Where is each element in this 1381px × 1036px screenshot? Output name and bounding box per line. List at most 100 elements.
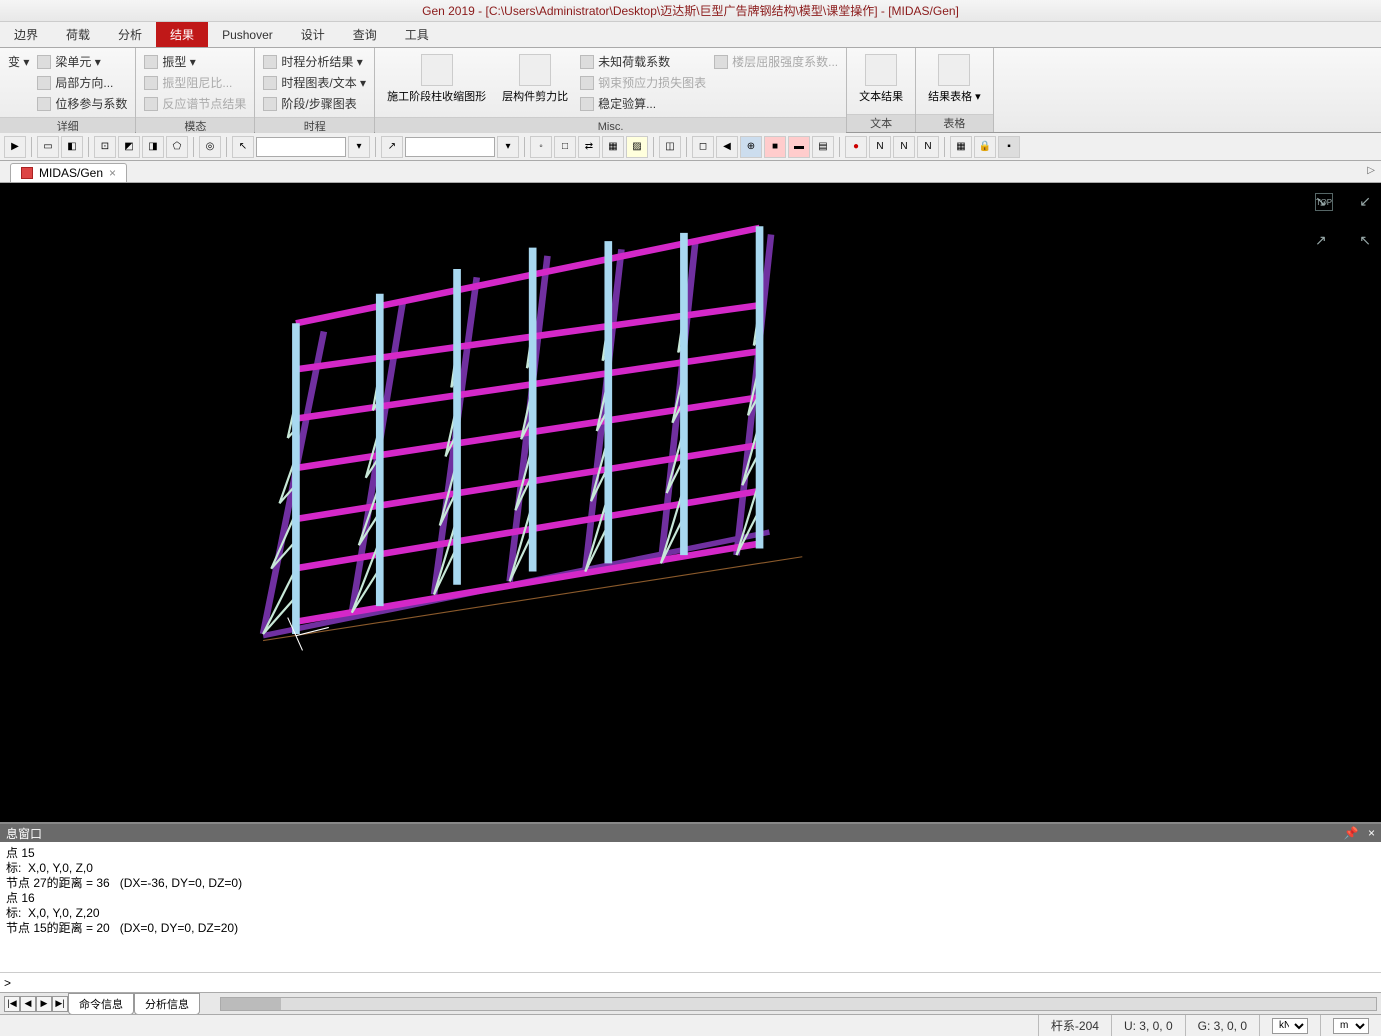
snap4-icon[interactable]: ▦ bbox=[602, 136, 624, 158]
window-title: Gen 2019 - [C:\Users\Administrator\Deskt… bbox=[422, 2, 959, 19]
ribbon-梁单元 ▾[interactable]: 梁单元 ▾ bbox=[35, 52, 129, 71]
message-line: 标: X,0, Y,0, Z,0 bbox=[6, 861, 1375, 876]
bottom-tab-命令信息[interactable]: 命令信息 bbox=[68, 993, 134, 1015]
viewcube-se-icon[interactable]: ↖ bbox=[1359, 232, 1371, 249]
tool-drop1-icon[interactable]: ▾ bbox=[348, 136, 370, 158]
ribbon-位移参与系数[interactable]: 位移参与系数 bbox=[35, 94, 129, 113]
command-prompt: > bbox=[4, 976, 11, 990]
ribbon-文本结果[interactable]: 文本结果 bbox=[853, 52, 909, 106]
menu-Pushover[interactable]: Pushover bbox=[208, 22, 287, 47]
viewcube-sw-icon[interactable]: ↗ bbox=[1315, 232, 1327, 249]
view1-icon[interactable]: ◻ bbox=[692, 136, 714, 158]
tool-pick2-icon[interactable]: ↗ bbox=[381, 136, 403, 158]
message-line: 节点 15的距离 = 20 (DX=0, DY=0, DZ=20) bbox=[6, 921, 1375, 936]
tool-poly-icon[interactable]: ⬠ bbox=[166, 136, 188, 158]
axis-n3-icon[interactable]: N bbox=[917, 136, 939, 158]
title-bar: Gen 2019 - [C:\Users\Administrator\Deskt… bbox=[0, 0, 1381, 22]
ribbon-振型阻尼比...: 振型阻尼比... bbox=[142, 73, 248, 92]
snap2-icon[interactable]: □ bbox=[554, 136, 576, 158]
tool-arrow-icon[interactable]: ▶ bbox=[4, 136, 26, 158]
ribbon-结果表格 ▾[interactable]: 结果表格 ▾ bbox=[922, 52, 987, 106]
tab-close-icon[interactable]: × bbox=[109, 166, 116, 180]
menu-荷载[interactable]: 荷载 bbox=[52, 22, 104, 47]
status-bar: 杆系-204 U: 3, 0, 0 G: 3, 0, 0 kN m bbox=[0, 1014, 1381, 1036]
menu-工具[interactable]: 工具 bbox=[391, 22, 443, 47]
message-line: 节点 27的距离 = 36 (DX=-36, DY=0, DZ=0) bbox=[6, 876, 1375, 891]
bottom-tab-分析信息[interactable]: 分析信息 bbox=[134, 993, 200, 1015]
menu-bar: 边界荷载分析结果Pushover设计查询工具 bbox=[0, 22, 1381, 48]
tool-box-icon[interactable]: ◧ bbox=[61, 136, 83, 158]
ribbon-楼层屈服强度系数...: 楼层屈服强度系数... bbox=[712, 52, 840, 71]
view3-icon[interactable]: ⊕ bbox=[740, 136, 762, 158]
msg-close-icon[interactable]: × bbox=[1368, 826, 1375, 840]
btab-next-icon[interactable]: ▶ bbox=[36, 996, 52, 1012]
message-line: 点 15 bbox=[6, 846, 1375, 861]
snap3-icon[interactable]: ⇄ bbox=[578, 136, 600, 158]
lock2-icon[interactable]: 🔒 bbox=[974, 136, 996, 158]
ribbon-施工阶段柱收缩图形[interactable]: 施工阶段柱收缩图形 bbox=[381, 52, 492, 106]
tab-label: MIDAS/Gen bbox=[39, 166, 103, 180]
lock3-icon[interactable]: ▪ bbox=[998, 136, 1020, 158]
snap6-icon[interactable]: ◫ bbox=[659, 136, 681, 158]
model-viewport[interactable]: ↘ ↙ ↗ ↖ TOP bbox=[0, 183, 1381, 822]
tool-pick-icon[interactable]: ↖ bbox=[232, 136, 254, 158]
tool-drop2-icon[interactable]: ▾ bbox=[497, 136, 519, 158]
ribbon-稳定验算...[interactable]: 稳定验算... bbox=[578, 94, 708, 113]
axis-n1-icon[interactable]: N bbox=[869, 136, 891, 158]
ribbon-层构件剪力比[interactable]: 层构件剪力比 bbox=[496, 52, 574, 106]
menu-查询[interactable]: 查询 bbox=[339, 22, 391, 47]
tool-circle-icon[interactable]: ◎ bbox=[199, 136, 221, 158]
menu-结果[interactable]: 结果 bbox=[156, 22, 208, 47]
menu-设计[interactable]: 设计 bbox=[287, 22, 339, 47]
coord-input-2[interactable] bbox=[405, 137, 495, 157]
tool-node-icon[interactable]: ⊡ bbox=[94, 136, 116, 158]
viewcube-nw-icon[interactable]: ↘ bbox=[1315, 193, 1327, 210]
horizontal-scrollbar[interactable] bbox=[220, 997, 1377, 1011]
ribbon-钢束预应力损失图表: 钢束预应力损失图表 bbox=[578, 73, 708, 92]
unit-length-select[interactable]: m bbox=[1333, 1018, 1369, 1034]
menu-分析[interactable]: 分析 bbox=[104, 22, 156, 47]
ribbon-时程分析结果 ▾[interactable]: 时程分析结果 ▾ bbox=[261, 52, 368, 71]
ribbon-局部方向...[interactable]: 局部方向... bbox=[35, 73, 129, 92]
document-tab[interactable]: MIDAS/Gen × bbox=[10, 163, 127, 182]
axis-n2-icon[interactable]: N bbox=[893, 136, 915, 158]
status-g: G: 3, 0, 0 bbox=[1185, 1015, 1259, 1036]
message-header: 息窗口 📌 × bbox=[0, 824, 1381, 842]
message-title: 息窗口 bbox=[6, 825, 42, 842]
message-body[interactable]: 点 15标: X,0, Y,0, Z,0节点 27的距离 = 36 (DX=-3… bbox=[0, 842, 1381, 972]
ribbon-变 ▾[interactable]: 变 ▾ bbox=[6, 52, 31, 71]
ribbon-反应谱节点结果: 反应谱节点结果 bbox=[142, 94, 248, 113]
tool-win-icon[interactable]: ◩ bbox=[118, 136, 140, 158]
btab-last-icon[interactable]: ▶| bbox=[52, 996, 68, 1012]
ribbon-group-表格: 表格 bbox=[916, 114, 993, 132]
document-tab-bar: MIDAS/Gen × ▷ bbox=[0, 161, 1381, 183]
message-line: 标: X,0, Y,0, Z,20 bbox=[6, 906, 1375, 921]
msg-pin-icon[interactable]: 📌 bbox=[1344, 826, 1359, 840]
lock1-icon[interactable]: ▦ bbox=[950, 136, 972, 158]
ribbon: 变 ▾梁单元 ▾局部方向...位移参与系数详细振型 ▾振型阻尼比...反应谱节点… bbox=[0, 48, 1381, 133]
view4-icon[interactable]: ■ bbox=[764, 136, 786, 158]
view6-icon[interactable]: ▤ bbox=[812, 136, 834, 158]
app-icon bbox=[21, 167, 33, 179]
tool-cross-icon[interactable]: ◨ bbox=[142, 136, 164, 158]
btab-prev-icon[interactable]: ◀ bbox=[20, 996, 36, 1012]
ribbon-振型 ▾[interactable]: 振型 ▾ bbox=[142, 52, 248, 71]
tool-select-icon[interactable]: ▭ bbox=[37, 136, 59, 158]
coord-input-1[interactable] bbox=[256, 137, 346, 157]
view5-icon[interactable]: ▬ bbox=[788, 136, 810, 158]
view2-icon[interactable]: ◀ bbox=[716, 136, 738, 158]
tab-nav-right-icon[interactable]: ▷ bbox=[1367, 165, 1375, 176]
ribbon-未知荷载系数[interactable]: 未知荷载系数 bbox=[578, 52, 708, 71]
unit-force-select[interactable]: kN bbox=[1272, 1018, 1308, 1034]
view-cube[interactable]: ↘ ↙ ↗ ↖ TOP bbox=[1315, 193, 1371, 249]
viewcube-ne-icon[interactable]: ↙ bbox=[1359, 193, 1371, 210]
command-line[interactable]: > bbox=[0, 972, 1381, 992]
snap1-icon[interactable]: ◦ bbox=[530, 136, 552, 158]
snap5-icon[interactable]: ▨ bbox=[626, 136, 648, 158]
ribbon-阶段/步骤图表[interactable]: 阶段/步骤图表 bbox=[261, 94, 368, 113]
menu-边界[interactable]: 边界 bbox=[0, 22, 52, 47]
status-u: U: 3, 0, 0 bbox=[1111, 1015, 1185, 1036]
ribbon-时程图表/文本 ▾[interactable]: 时程图表/文本 ▾ bbox=[261, 73, 368, 92]
rec-icon[interactable]: ● bbox=[845, 136, 867, 158]
btab-first-icon[interactable]: |◀ bbox=[4, 996, 20, 1012]
